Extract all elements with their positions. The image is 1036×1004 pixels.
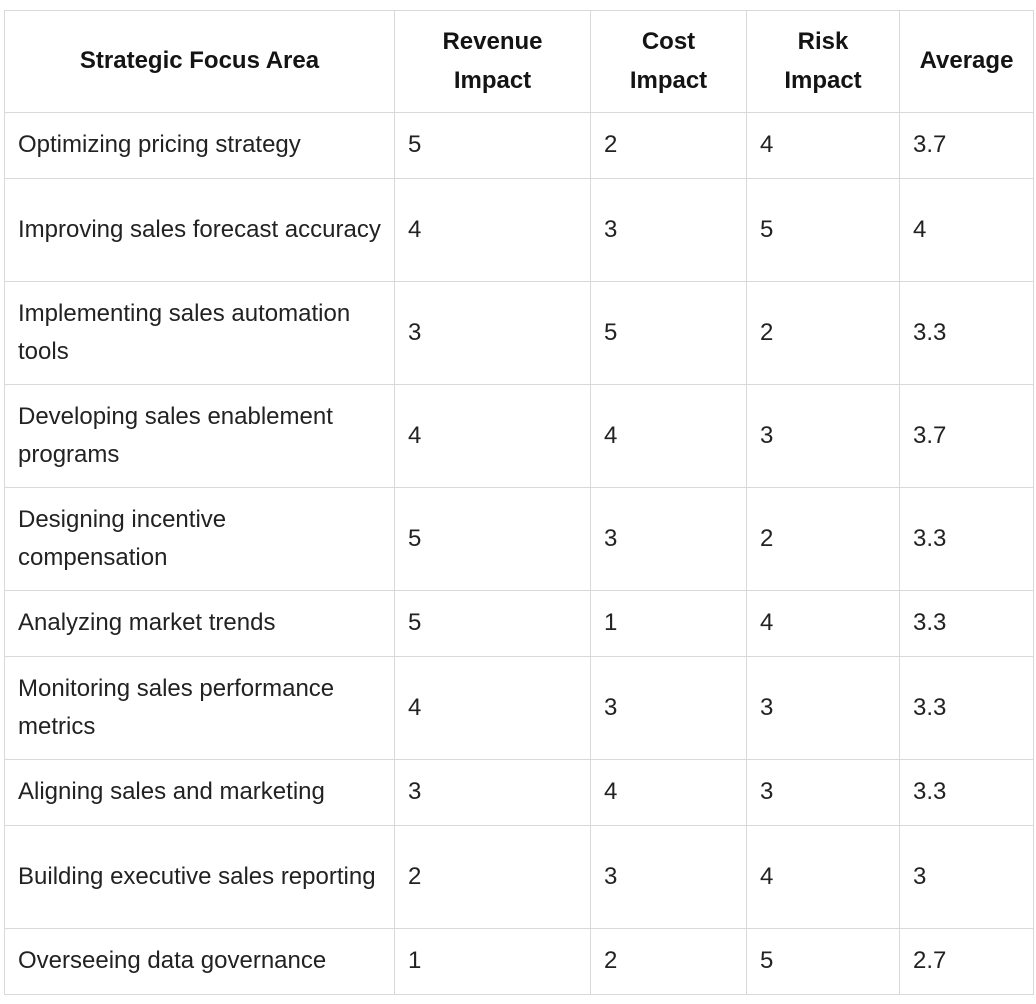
- table-row: Monitoring sales performance metrics 4 3…: [4, 656, 1034, 760]
- header-row: Strategic Focus Area Revenue Impact Cost…: [4, 10, 1034, 113]
- cell-average: 4: [899, 178, 1034, 282]
- header-strategic-focus-area: Strategic Focus Area: [4, 10, 395, 113]
- cell-average: 3.3: [899, 656, 1034, 760]
- cell-cost: 3: [590, 487, 747, 591]
- cell-area: Improving sales forecast accuracy: [4, 178, 395, 282]
- cell-average: 3.3: [899, 759, 1034, 826]
- header-average: Average: [899, 10, 1034, 113]
- strategic-focus-table: Strategic Focus Area Revenue Impact Cost…: [4, 10, 1034, 995]
- cell-area: Monitoring sales performance metrics: [4, 656, 395, 760]
- cell-average: 3.7: [899, 384, 1034, 488]
- cell-risk: 5: [746, 928, 900, 995]
- cell-revenue: 5: [394, 112, 591, 179]
- cell-average: 3.3: [899, 487, 1034, 591]
- cell-risk: 4: [746, 825, 900, 929]
- header-risk-impact: Risk Impact: [746, 10, 900, 113]
- cell-cost: 5: [590, 281, 747, 385]
- cell-area: Analyzing market trends: [4, 590, 395, 657]
- table-container: Strategic Focus Area Revenue Impact Cost…: [4, 10, 1034, 995]
- cell-average: 3.7: [899, 112, 1034, 179]
- table-row: Optimizing pricing strategy 5 2 4 3.7: [4, 112, 1034, 179]
- table-row: Designing incentive compensation 5 3 2 3…: [4, 487, 1034, 591]
- cell-revenue: 4: [394, 384, 591, 488]
- table-row: Analyzing market trends 5 1 4 3.3: [4, 590, 1034, 657]
- cell-risk: 2: [746, 487, 900, 591]
- cell-area: Aligning sales and marketing: [4, 759, 395, 826]
- cell-average: 3.3: [899, 590, 1034, 657]
- cell-cost: 3: [590, 178, 747, 282]
- cell-area: Optimizing pricing strategy: [4, 112, 395, 179]
- table-row: Implementing sales automation tools 3 5 …: [4, 281, 1034, 385]
- cell-risk: 3: [746, 384, 900, 488]
- cell-risk: 2: [746, 281, 900, 385]
- cell-average: 2.7: [899, 928, 1034, 995]
- cell-revenue: 5: [394, 590, 591, 657]
- cell-revenue: 2: [394, 825, 591, 929]
- cell-area: Designing incentive compensation: [4, 487, 395, 591]
- table-row: Developing sales enablement programs 4 4…: [4, 384, 1034, 488]
- cell-cost: 3: [590, 825, 747, 929]
- cell-revenue: 1: [394, 928, 591, 995]
- cell-risk: 4: [746, 590, 900, 657]
- cell-revenue: 3: [394, 759, 591, 826]
- cell-average: 3: [899, 825, 1034, 929]
- cell-cost: 2: [590, 112, 747, 179]
- cell-area: Overseeing data governance: [4, 928, 395, 995]
- cell-average: 3.3: [899, 281, 1034, 385]
- cell-cost: 4: [590, 759, 747, 826]
- header-revenue-impact: Revenue Impact: [394, 10, 591, 113]
- cell-risk: 4: [746, 112, 900, 179]
- cell-revenue: 4: [394, 178, 591, 282]
- cell-cost: 1: [590, 590, 747, 657]
- cell-cost: 4: [590, 384, 747, 488]
- cell-area: Developing sales enablement programs: [4, 384, 395, 488]
- cell-area: Implementing sales automation tools: [4, 281, 395, 385]
- cell-cost: 3: [590, 656, 747, 760]
- table-row: Improving sales forecast accuracy 4 3 5 …: [4, 178, 1034, 282]
- cell-revenue: 5: [394, 487, 591, 591]
- cell-risk: 5: [746, 178, 900, 282]
- cell-revenue: 4: [394, 656, 591, 760]
- table-row: Overseeing data governance 1 2 5 2.7: [4, 928, 1034, 995]
- table-row: Aligning sales and marketing 3 4 3 3.3: [4, 759, 1034, 826]
- cell-area: Building executive sales reporting: [4, 825, 395, 929]
- table-row: Building executive sales reporting 2 3 4…: [4, 825, 1034, 929]
- cell-risk: 3: [746, 759, 900, 826]
- cell-risk: 3: [746, 656, 900, 760]
- cell-cost: 2: [590, 928, 747, 995]
- cell-revenue: 3: [394, 281, 591, 385]
- header-cost-impact: Cost Impact: [590, 10, 747, 113]
